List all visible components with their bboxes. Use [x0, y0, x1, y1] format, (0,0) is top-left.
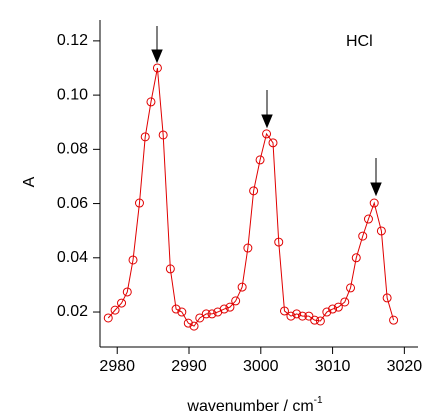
- y-tick-label: 0.02: [57, 303, 88, 320]
- y-tick-label: 0.12: [57, 32, 88, 49]
- data-point: [103, 313, 113, 323]
- data-point: [315, 316, 325, 326]
- data-point: [328, 304, 338, 314]
- data-point: [255, 155, 265, 165]
- data-point: [369, 198, 379, 208]
- y-tick-label: 0.06: [57, 195, 88, 212]
- y-axis-label: A: [21, 176, 38, 187]
- data-point: [333, 302, 343, 312]
- data-point: [171, 304, 181, 314]
- data-line: [107, 67, 395, 327]
- x-tick-label: 3020: [387, 358, 423, 375]
- x-label-text: wavenumber / cm: [186, 398, 313, 415]
- data-point: [117, 298, 127, 308]
- data-point: [189, 321, 199, 331]
- data-point: [382, 293, 392, 303]
- x-tick-label: 2990: [171, 358, 207, 375]
- data-point: [219, 304, 229, 314]
- data-point: [128, 255, 138, 265]
- x-tick-label: 3000: [243, 358, 279, 375]
- data-point: [292, 309, 302, 319]
- data-point: [201, 309, 211, 319]
- x-axis-label: wavenumber / cm-1: [186, 395, 323, 416]
- data-point: [262, 129, 272, 139]
- data-point: [122, 287, 132, 297]
- data-point: [195, 313, 205, 323]
- data-point: [286, 311, 296, 321]
- data-point: [297, 311, 307, 321]
- data-point: [322, 307, 332, 317]
- data-point: [376, 226, 386, 236]
- data-point: [231, 296, 241, 306]
- data-point: [268, 138, 278, 148]
- data-point: [340, 297, 350, 307]
- data-point: [152, 63, 162, 73]
- x-label-superscript: -1: [314, 395, 323, 406]
- data-point: [134, 198, 144, 208]
- data-point: [351, 253, 361, 263]
- y-tick-label: 0.08: [57, 141, 88, 158]
- data-point: [177, 307, 187, 317]
- data-point: [207, 309, 217, 319]
- data-point: [346, 283, 356, 293]
- data-point: [279, 306, 289, 316]
- arrows: [151, 26, 382, 197]
- x-tick-label: 2980: [99, 358, 135, 375]
- data-point: [249, 186, 259, 196]
- data-point: [225, 302, 235, 312]
- data-point: [158, 130, 168, 140]
- y-tick-label: 0.04: [57, 249, 88, 266]
- data-point: [310, 315, 320, 325]
- data-point: [243, 243, 253, 253]
- data-point: [389, 315, 399, 325]
- data-point: [140, 132, 150, 142]
- data-point: [274, 237, 284, 247]
- data-point: [363, 214, 373, 224]
- annotation: HCl: [346, 33, 373, 50]
- data-point: [146, 97, 156, 107]
- data-point: [237, 282, 247, 292]
- data-point: [183, 318, 193, 328]
- data-point: [358, 231, 368, 241]
- x-tick-label: 3010: [315, 358, 351, 375]
- data-point: [165, 264, 175, 274]
- y-tick-label: 0.10: [57, 86, 88, 103]
- data-point: [110, 305, 120, 315]
